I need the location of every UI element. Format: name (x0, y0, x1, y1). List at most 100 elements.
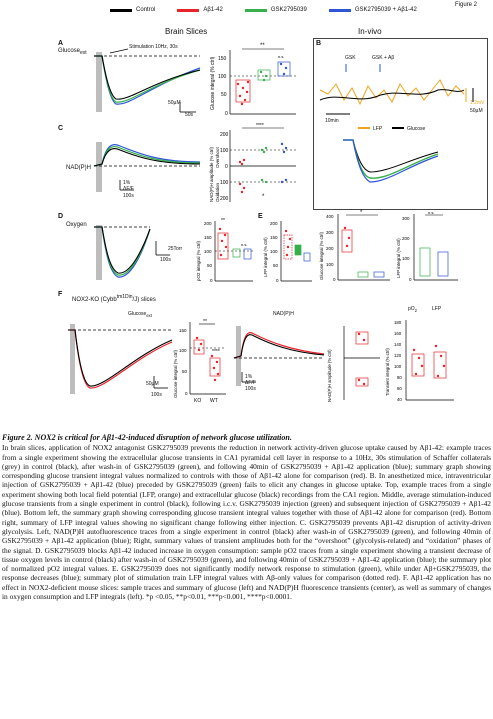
figure-legend: Control Aβ1-42 GSK2795039 GSK2795039 + A… (110, 4, 417, 16)
panel-c-scale-t: 100s (123, 193, 134, 199)
stim-bar (96, 52, 102, 112)
panel-d-ytick: 50 (207, 263, 213, 268)
panel-b-ylabel2: LFP integral (% ctrl) (396, 238, 401, 278)
panel-f-ytick: 150 (179, 328, 187, 333)
panel-b-scale-t: 10min (325, 118, 339, 124)
panel-f-glu-text: Glucose (128, 311, 147, 317)
panel-c-ytick: 0 (225, 164, 228, 170)
panel-f-right-ytick: 80 (397, 375, 402, 380)
panel-b-summaries: Glucose integral (% ctrl) 400 300 200 10… (319, 210, 458, 282)
panel-f-sig: ** (203, 319, 207, 325)
panel-e-summary: LFP integral (% ctrl) 200 150 100 50 0 (263, 221, 312, 283)
panel-b-traces (319, 64, 474, 183)
legend-label-gsk: GSK2795039 (270, 7, 307, 13)
panel-b-ytick1: 0 (333, 277, 336, 282)
panel-e-ytick: 0 (276, 278, 279, 283)
figure-caption: Figure 2. NOX2 is critical for Aβ1-42-in… (2, 433, 491, 601)
panel-f-right-ytick: 120 (394, 353, 402, 358)
panel-d-ylabel: pO2 integral (% ctrl) (196, 240, 201, 281)
panel-b-letter: B (316, 40, 322, 47)
panel-a-ytick: 150 (218, 56, 227, 62)
panel-b-glucose: Glucose (407, 126, 426, 132)
panel-c-ytick: 100 (220, 148, 229, 154)
panel-c-ytick: 200 (220, 196, 229, 202)
box-red (235, 79, 251, 103)
figure-2: Figure 2 Control Aβ1-42 GSK2795039 GSK27… (58, 2, 488, 404)
section-brain-slices: Brain Slices (165, 27, 208, 36)
box-green (419, 247, 431, 277)
stim-bar (96, 225, 102, 280)
panel-a-ylabel: Glucose integral (% ctrl) (210, 56, 216, 110)
panel-b-gsk-ab: GSK + Aβ (372, 55, 395, 61)
panel-f-title: NOX2-KO (Cybbtm1Din/J) slices (72, 294, 156, 303)
box-lfp (433, 351, 447, 379)
panel-f-ko: KO (194, 398, 201, 404)
trace-black (233, 334, 325, 359)
box-green (232, 248, 241, 258)
box-blue (277, 61, 291, 77)
panel-f-nadph-summary: NAD(P)H amplitude (% ctrl) (327, 326, 380, 402)
box-blue (437, 251, 449, 277)
panel-c-summary: NAD(P)H amplitude (% ctrl) Overshoot Oxi… (209, 123, 296, 202)
legend-swatch-gsk (244, 8, 267, 12)
panel-a-letter: A (58, 40, 64, 47)
panel-f-sig2: **** (212, 349, 220, 355)
panel-a-glucose-text: Glucose (58, 48, 81, 54)
trace-blue (94, 55, 201, 105)
box-blue (243, 248, 252, 260)
panel-d-ytick: 150 (204, 235, 212, 240)
panel-c-ytick: 100 (220, 180, 229, 186)
panel-f-glu-sub: ext (146, 313, 152, 318)
legend-gsk-abeta: GSK2795039 + Aβ1-42 (328, 7, 417, 13)
panel-f-right-ytick: 180 (394, 320, 402, 325)
legend-label-abeta: Aβ1-42 (203, 7, 223, 13)
legend-swatch-gsk-abeta (328, 8, 351, 12)
panel-e-ylabel: LFP integral (% ctrl) (263, 237, 268, 277)
panel-a-scale-v: 50µM (168, 100, 181, 106)
panel-c-ylabel-sub2: Oxidation (215, 182, 220, 202)
box-green (294, 244, 302, 256)
dots-po2 (412, 348, 424, 376)
panel-f-ylabel: Glucose integral (% ctrl) (173, 349, 178, 398)
dots-red (238, 158, 246, 194)
caption-title: Figure 2. NOX2 is critical for Aβ1-42-in… (2, 433, 292, 442)
stim-bar (70, 324, 75, 394)
panel-b-ns: n.s. (428, 210, 434, 215)
panel-f-right-ytick: 60 (397, 386, 402, 391)
panel-b-gsk: GSK (345, 55, 356, 61)
legend-swatch-abeta (177, 8, 200, 12)
panel-e-ytick: 50 (273, 263, 279, 268)
dots-green (259, 70, 268, 82)
box-ko (193, 339, 205, 355)
panel-e-ytick: 100 (270, 249, 278, 254)
panel-d-ytick: 200 (204, 221, 212, 226)
trace-black (93, 147, 201, 167)
caption-body: In brain slices, application of NOX2 ant… (2, 443, 491, 602)
panel-d-scale-t: 100s (160, 257, 171, 263)
panel-b-ytick2: 100 (402, 256, 410, 261)
trace-red (68, 329, 173, 389)
panel-f-amp-label: NAD(P)H amplitude (% ctrl) (327, 349, 332, 402)
legend-label-gsk-abeta: GSK2795039 + Aβ1-42 (354, 7, 417, 13)
box-wt (209, 357, 221, 377)
avg-blue (343, 139, 439, 183)
legend-control: Control (110, 7, 155, 13)
box-po2 (411, 353, 425, 377)
panel-c-sig: **** (256, 123, 264, 129)
panel-f-nadph-label: NAD(P)H (273, 311, 294, 317)
panel-e-letter: E (258, 213, 263, 220)
panel-b-ytick1: 200 (326, 246, 334, 251)
lfp-trace (319, 79, 465, 106)
dots-lfp (434, 344, 446, 378)
box-green (257, 69, 271, 81)
panel-c-ylabel: NAD(P)H amplitude (% ctrl) (209, 146, 214, 202)
panel-f-right-ytick: 100 (394, 364, 402, 369)
panel-b-ytick1: 400 (326, 214, 334, 219)
panel-c-sig2: * (262, 194, 265, 200)
panel-f-letter: F (58, 291, 63, 298)
trace-black (68, 329, 173, 387)
box-green (357, 271, 369, 278)
box-overshoot (355, 331, 369, 345)
panel-d-ytick: 100 (204, 249, 212, 254)
panel-a-traces (94, 48, 201, 113)
